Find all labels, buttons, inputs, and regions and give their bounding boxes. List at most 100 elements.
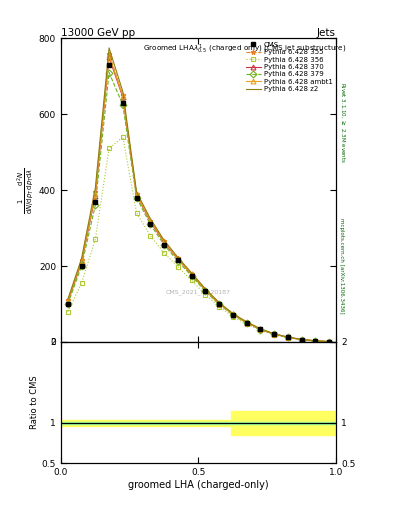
- Pythia 6.428 ambt1: [189, 271, 194, 277]
- Pythia 6.428 z2: [189, 270, 194, 276]
- Pythia 6.428 379: [65, 301, 70, 307]
- Pythia 6.428 z2: [79, 255, 84, 262]
- Pythia 6.428 ambt1: [203, 287, 208, 293]
- Pythia 6.428 379: [189, 273, 194, 279]
- CMS: [244, 320, 249, 326]
- Y-axis label: Ratio to CMS: Ratio to CMS: [30, 376, 39, 430]
- CMS: [272, 331, 277, 337]
- Pythia 6.428 z2: [203, 286, 208, 292]
- Pythia 6.428 355: [162, 238, 167, 244]
- Pythia 6.428 370: [175, 256, 180, 262]
- Pythia 6.428 ambt1: [79, 258, 84, 264]
- Line: Pythia 6.428 379: Pythia 6.428 379: [65, 70, 332, 344]
- Pythia 6.428 356: [189, 278, 194, 284]
- Pythia 6.428 ambt1: [148, 218, 152, 224]
- Pythia 6.428 356: [327, 338, 332, 345]
- Pythia 6.428 379: [79, 263, 84, 269]
- Pythia 6.428 ambt1: [162, 239, 167, 245]
- Pythia 6.428 355: [203, 287, 208, 293]
- Pythia 6.428 370: [217, 301, 222, 307]
- X-axis label: groomed LHA (charged-only): groomed LHA (charged-only): [128, 480, 269, 490]
- Pythia 6.428 370: [134, 192, 139, 198]
- Pythia 6.428 z2: [148, 216, 152, 222]
- Pythia 6.428 370: [120, 94, 125, 100]
- Pythia 6.428 379: [93, 202, 97, 208]
- Pythia 6.428 ambt1: [272, 331, 277, 337]
- CMS: [107, 62, 112, 68]
- CMS: [313, 338, 318, 344]
- CMS: [217, 301, 222, 307]
- Pythia 6.428 379: [258, 327, 263, 333]
- Pythia 6.428 ambt1: [258, 326, 263, 332]
- Pythia 6.428 355: [120, 92, 125, 98]
- Pythia 6.428 355: [327, 338, 332, 345]
- Line: Pythia 6.428 z2: Pythia 6.428 z2: [68, 48, 329, 342]
- Pythia 6.428 379: [299, 336, 304, 343]
- Pythia 6.428 z2: [162, 237, 167, 243]
- Pythia 6.428 ambt1: [107, 52, 112, 58]
- CMS: [189, 272, 194, 279]
- Pythia 6.428 ambt1: [134, 191, 139, 198]
- Text: 13000 GeV pp: 13000 GeV pp: [61, 28, 135, 37]
- CMS: [148, 221, 152, 227]
- Pythia 6.428 355: [217, 300, 222, 306]
- Pythia 6.428 370: [230, 311, 235, 317]
- CMS: [79, 263, 84, 269]
- Pythia 6.428 ambt1: [285, 334, 290, 340]
- Text: mcplots.cern.ch [arXiv:1306.3436]: mcplots.cern.ch [arXiv:1306.3436]: [339, 219, 344, 314]
- Pythia 6.428 370: [107, 54, 112, 60]
- Pythia 6.428 ambt1: [244, 319, 249, 326]
- CMS: [120, 100, 125, 106]
- Pythia 6.428 355: [244, 319, 249, 325]
- Pythia 6.428 ambt1: [175, 256, 180, 262]
- Pythia 6.428 370: [299, 336, 304, 343]
- Pythia 6.428 370: [162, 240, 167, 246]
- Pythia 6.428 355: [299, 336, 304, 343]
- Pythia 6.428 ambt1: [230, 311, 235, 317]
- Pythia 6.428 z2: [327, 338, 332, 345]
- Pythia 6.428 356: [313, 338, 318, 344]
- Pythia 6.428 ambt1: [93, 191, 97, 197]
- CMS: [65, 301, 70, 307]
- Pythia 6.428 379: [327, 338, 332, 345]
- Text: CMS_2021_I1920187: CMS_2021_I1920187: [166, 289, 231, 295]
- CMS: [258, 326, 263, 332]
- Pythia 6.428 z2: [258, 326, 263, 332]
- Pythia 6.428 z2: [175, 254, 180, 261]
- Pythia 6.428 379: [148, 221, 152, 227]
- CMS: [299, 336, 304, 343]
- Pythia 6.428 370: [313, 338, 318, 344]
- Pythia 6.428 ambt1: [327, 338, 332, 345]
- Pythia 6.428 379: [120, 102, 125, 108]
- Pythia 6.428 379: [162, 242, 167, 248]
- Pythia 6.428 z2: [230, 310, 235, 316]
- Pythia 6.428 379: [217, 301, 222, 307]
- Pythia 6.428 370: [65, 299, 70, 305]
- Text: Jets: Jets: [317, 28, 336, 37]
- Pythia 6.428 z2: [244, 319, 249, 325]
- Pythia 6.428 ambt1: [120, 93, 125, 99]
- Pythia 6.428 370: [258, 326, 263, 332]
- Pythia 6.428 370: [327, 338, 332, 345]
- Pythia 6.428 370: [189, 271, 194, 278]
- Pythia 6.428 355: [65, 297, 70, 303]
- Pythia 6.428 z2: [65, 296, 70, 303]
- Pythia 6.428 356: [217, 304, 222, 310]
- Pythia 6.428 355: [272, 331, 277, 337]
- Pythia 6.428 379: [230, 312, 235, 318]
- Pythia 6.428 355: [313, 338, 318, 344]
- Legend: CMS, Pythia 6.428 355, Pythia 6.428 356, Pythia 6.428 370, Pythia 6.428 379, Pyt: CMS, Pythia 6.428 355, Pythia 6.428 356,…: [244, 40, 334, 94]
- CMS: [93, 199, 97, 205]
- Pythia 6.428 z2: [217, 300, 222, 306]
- Pythia 6.428 370: [148, 219, 152, 225]
- Pythia 6.428 z2: [93, 185, 97, 191]
- CMS: [327, 338, 332, 345]
- Pythia 6.428 370: [79, 259, 84, 265]
- CMS: [175, 258, 180, 264]
- Pythia 6.428 356: [148, 232, 152, 239]
- Pythia 6.428 379: [244, 320, 249, 326]
- Pythia 6.428 356: [107, 145, 112, 152]
- Pythia 6.428 355: [230, 311, 235, 317]
- Line: Pythia 6.428 370: Pythia 6.428 370: [65, 55, 332, 344]
- Line: Pythia 6.428 ambt1: Pythia 6.428 ambt1: [65, 53, 332, 344]
